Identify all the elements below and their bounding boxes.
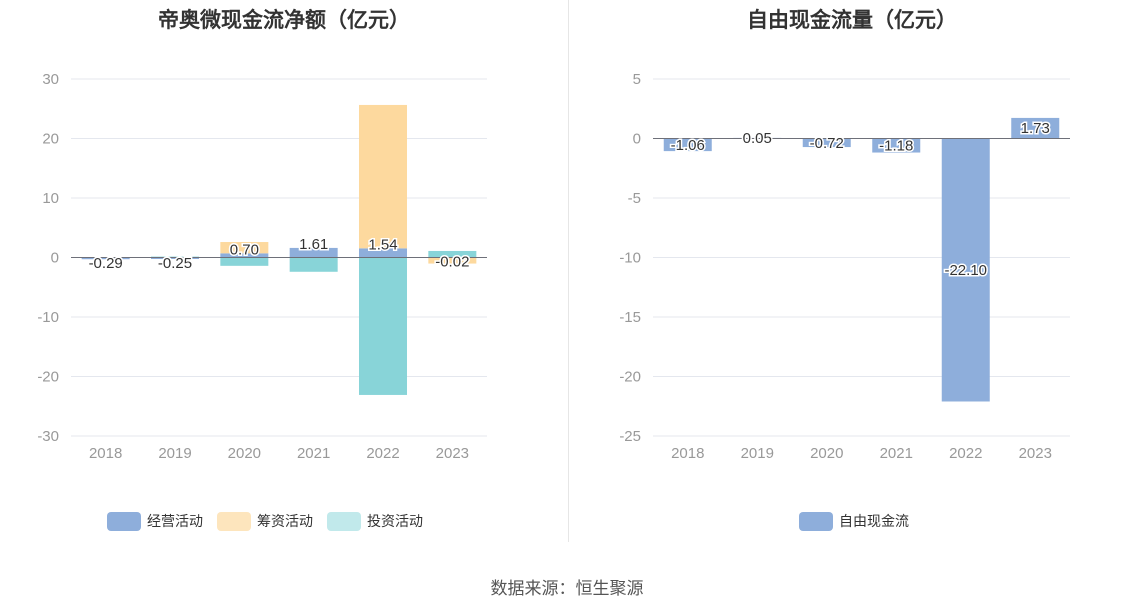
y-tick-label: 30 (42, 71, 59, 88)
data-label: 1.73 (1021, 120, 1050, 137)
x-tick-label: 2023 (1019, 445, 1052, 462)
data-label: 0.05 (743, 130, 772, 147)
data-label: -22.10 (944, 262, 987, 279)
bar-operating (289, 247, 338, 258)
x-tick-label: 2021 (297, 445, 330, 462)
bar-investing (359, 257, 407, 395)
y-tick-label: -15 (619, 309, 641, 326)
x-tick-label: 2022 (366, 445, 399, 462)
y-tick-label: -25 (619, 428, 641, 445)
y-tick-label: -20 (37, 369, 59, 386)
bar-operating (359, 248, 407, 258)
x-tick-label: 2020 (810, 445, 843, 462)
legend-label: 经营活动 (147, 513, 203, 529)
legend-swatch (107, 511, 141, 531)
panel-divider (568, 0, 569, 542)
free-cash-flow-chart: 5 0 -5 -10 -15 -20 -25 2018 2019 2020 2021 2022 2023… (619, 71, 1070, 462)
bar-fcf (941, 138, 990, 402)
bar-fcf (872, 138, 921, 153)
data-label: -0.29 (89, 255, 123, 272)
legend-swatch (799, 511, 833, 531)
bar-operating (81, 257, 130, 260)
y-tick-label: -10 (619, 250, 641, 267)
bar-investing (220, 257, 269, 266)
chart-title: 自由现金流量（亿元） (747, 9, 957, 32)
bar-operating (151, 257, 199, 259)
bar-financing (220, 242, 269, 254)
data-label: -1.06 (671, 137, 705, 154)
data-label: -1.18 (879, 138, 913, 155)
x-tick-label: 2022 (949, 445, 982, 462)
y-tick-label: 0 (51, 250, 59, 267)
bar-investing (428, 250, 477, 258)
x-tick-label: 2020 (228, 445, 261, 462)
bar-fcf (663, 138, 712, 152)
data-source: 数据来源：恒生聚源 (490, 579, 644, 598)
x-tick-label: 2018 (89, 445, 122, 462)
y-tick-label: 5 (633, 71, 641, 88)
legend-item-investing[interactable]: 投资活动 (327, 511, 423, 531)
bar-financing (428, 257, 477, 264)
legend-label: 筹资活动 (257, 513, 313, 529)
legend-item-financing[interactable]: 筹资活动 (217, 511, 313, 531)
x-tick-label: 2023 (436, 445, 469, 462)
x-tick-label: 2019 (741, 445, 774, 462)
data-label: -0.72 (810, 135, 844, 152)
legend-label: 投资活动 (367, 513, 423, 529)
bar-operating (220, 253, 269, 258)
bar-financing (359, 104, 407, 249)
data-label: 1.54 (368, 236, 397, 253)
chart-title: 帝奥微现金流净额（亿元） (158, 9, 410, 32)
legend-swatch (327, 511, 361, 531)
legend-item-fcf[interactable]: 自由现金流 (799, 511, 909, 531)
y-tick-label: -20 (619, 369, 641, 386)
y-tick-label: 20 (42, 131, 59, 148)
cash-flow-net-panel: 帝奥微现金流净额（亿元） 30 20 10 0 -10 -20 -30 2018 2019 202… (0, 0, 568, 560)
y-tick-label: 10 (42, 190, 59, 207)
legend-swatch (217, 511, 251, 531)
x-tick-label: 2021 (880, 445, 913, 462)
x-tick-label: 2019 (158, 445, 191, 462)
bar-fcf (1011, 117, 1060, 139)
data-label: -0.25 (158, 255, 192, 272)
legend: 自由现金流 (799, 511, 909, 531)
cash-flow-net-chart: 30 20 10 0 -10 -20 -30 2018 2019 2020 2021 2022 2023… (37, 71, 487, 462)
data-label: -0.02 (435, 254, 469, 271)
y-tick-label: -5 (628, 190, 641, 207)
y-tick-label: 0 (633, 131, 641, 148)
legend-label: 自由现金流 (839, 513, 909, 529)
free-cash-flow-panel: 自由现金流量（亿元） 5 0 -5 -10 -15 -20 -25 2018 2019 2020 2… (570, 0, 1134, 560)
bar-fcf (802, 138, 851, 148)
y-tick-label: -30 (37, 428, 59, 445)
bar-investing (289, 257, 338, 272)
y-tick-label: -10 (37, 309, 59, 326)
legend: 经营活动 筹资活动 投资活动 (107, 511, 423, 531)
data-label: 0.70 (230, 241, 259, 258)
legend-item-operating[interactable]: 经营活动 (107, 511, 203, 531)
x-tick-label: 2018 (671, 445, 704, 462)
data-label: 1.61 (299, 236, 328, 253)
